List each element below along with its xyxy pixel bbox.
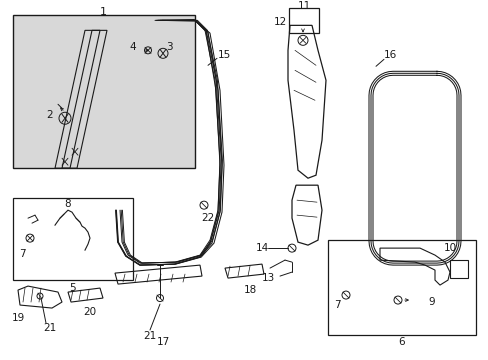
Text: 18: 18: [243, 285, 256, 295]
Text: 11: 11: [297, 1, 310, 12]
Text: 17: 17: [156, 337, 169, 347]
Text: 6: 6: [398, 337, 405, 347]
Text: 20: 20: [83, 307, 96, 317]
Text: 10: 10: [443, 243, 456, 253]
FancyBboxPatch shape: [13, 15, 195, 168]
Text: 5: 5: [70, 283, 76, 293]
Text: 15: 15: [217, 50, 230, 60]
Text: 7: 7: [19, 249, 25, 259]
FancyBboxPatch shape: [288, 8, 318, 33]
Text: 19: 19: [11, 313, 24, 323]
Text: 2: 2: [46, 110, 53, 120]
Text: 9: 9: [428, 297, 434, 307]
Text: 7: 7: [333, 300, 340, 310]
Text: 1: 1: [99, 7, 106, 17]
FancyBboxPatch shape: [13, 198, 133, 280]
Text: 3: 3: [165, 42, 172, 52]
Text: 14: 14: [255, 243, 268, 253]
Text: 13: 13: [261, 273, 274, 283]
Text: 8: 8: [64, 199, 71, 209]
Text: 12: 12: [273, 17, 286, 27]
FancyBboxPatch shape: [327, 240, 475, 335]
Text: 22: 22: [201, 213, 214, 223]
Text: 21: 21: [43, 323, 57, 333]
Text: 21: 21: [143, 331, 156, 341]
Text: 4: 4: [129, 42, 136, 52]
Text: 16: 16: [383, 50, 396, 60]
